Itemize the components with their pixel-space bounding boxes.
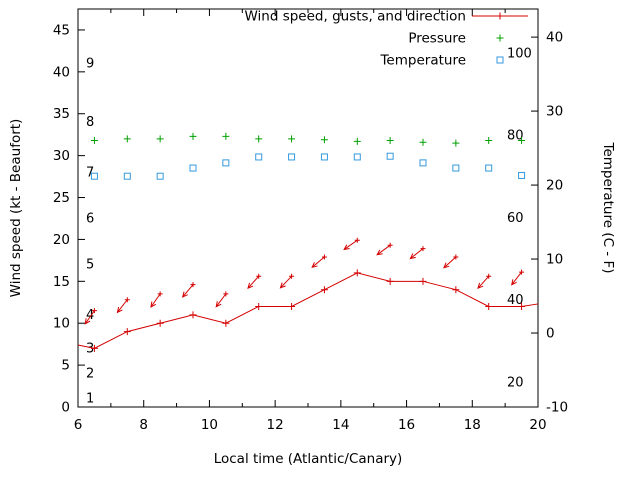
y-right-axis-title: Temperature (C - F) xyxy=(600,142,616,274)
y-left-tick-label: 30 xyxy=(53,148,70,164)
beaufort-label: 8 xyxy=(86,115,94,130)
x-tick-label: 10 xyxy=(201,417,218,433)
y-left-tick-label: 5 xyxy=(61,358,70,374)
y-left-tick-label: 35 xyxy=(53,106,70,122)
wind-speed-series xyxy=(77,269,539,352)
x-axis-title: Local time (Atlantic/Canary) xyxy=(214,451,403,467)
y-right-tick-label: 40 xyxy=(546,30,563,46)
legend-label: Temperature xyxy=(379,53,466,69)
legend-label: Pressure xyxy=(408,31,466,47)
beaufort-label: 6 xyxy=(86,211,94,226)
beaufort-label: 2 xyxy=(86,366,94,381)
fahrenheit-scale-labels: 20 40 60 80 100 xyxy=(507,47,532,391)
wind-speed-line xyxy=(77,272,539,349)
fahrenheit-label: 20 xyxy=(507,375,524,390)
x-tick-label: 16 xyxy=(398,417,415,433)
beaufort-label: 4 xyxy=(86,308,94,323)
y-left-tick-label: 40 xyxy=(53,64,70,80)
y-left-tick-label: 20 xyxy=(53,232,70,248)
temperature-series xyxy=(90,152,526,180)
fahrenheit-label: 60 xyxy=(507,211,524,226)
y-right-ticks: -10 0 10 20 30 40 xyxy=(531,30,568,416)
plot-border xyxy=(77,8,539,408)
beaufort-label: 5 xyxy=(86,258,94,273)
y-left-axis-title: Wind speed (kt - Beaufort) xyxy=(8,119,24,298)
beaufort-label: 1 xyxy=(86,392,94,407)
y-left-tick-label: 15 xyxy=(53,274,70,290)
y-right-tick-label: -10 xyxy=(546,400,568,416)
legend: Wind speed, gusts, and direction Pressure… xyxy=(244,9,528,69)
y-right-tick-label: 20 xyxy=(546,178,563,194)
x-tick-label: 12 xyxy=(267,417,284,433)
y-right-tick-label: 10 xyxy=(546,252,563,268)
y-left-tick-label: 25 xyxy=(53,190,70,206)
y-left-tick-label: 45 xyxy=(53,22,70,38)
axis-titles: Wind speed (kt - Beaufort) Temperature (C… xyxy=(8,119,616,467)
x-tick-label: 8 xyxy=(139,417,148,433)
y-left-tick-label: 10 xyxy=(53,316,70,332)
beaufort-label: 7 xyxy=(86,165,94,180)
x-tick-label: 20 xyxy=(529,417,546,433)
beaufort-label: 3 xyxy=(86,341,94,356)
y-right-tick-label: 30 xyxy=(546,104,563,120)
beaufort-scale-labels: 1 2 3 4 5 6 7 8 9 xyxy=(86,56,94,406)
x-tick-label: 18 xyxy=(464,417,481,433)
legend-label: Wind speed, gusts, and direction xyxy=(244,9,466,25)
x-tick-label: 14 xyxy=(332,417,349,433)
x-tick-label: 6 xyxy=(74,417,83,433)
y-left-ticks: 0 5 10 15 20 25 30 35 40 45 xyxy=(53,22,85,416)
fahrenheit-label: 100 xyxy=(507,47,532,62)
y-right-tick-label: 0 xyxy=(546,326,555,342)
y-left-tick-label: 0 xyxy=(61,400,70,416)
x-axis-ticks: 6 8 10 12 14 16 18 20 xyxy=(74,9,547,433)
fahrenheit-label: 80 xyxy=(507,129,524,144)
wind-gust-arrows xyxy=(84,237,525,325)
pressure-series xyxy=(90,132,526,147)
beaufort-label: 9 xyxy=(86,56,94,71)
fahrenheit-label: 40 xyxy=(507,293,524,308)
